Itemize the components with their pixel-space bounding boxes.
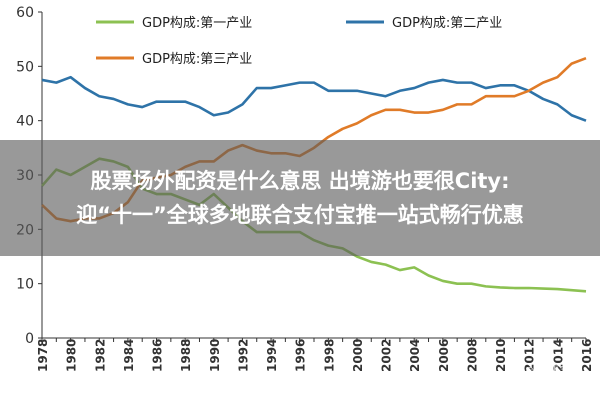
x-tick-label-2012: 2012: [523, 339, 537, 372]
watermark-text: ⊛ 邹平宏观: [525, 364, 582, 377]
x-tick-label-1988: 1988: [179, 339, 193, 372]
legend-label-3: GDP构成:第三产业: [142, 52, 252, 67]
y-tick-label-0: 0: [25, 331, 34, 347]
x-tick-label-2004: 2004: [408, 339, 422, 372]
x-tick-label-1998: 1998: [322, 339, 336, 372]
x-tick-label-2016: 2016: [580, 339, 594, 372]
headline-line-1: 股票场外配资是什么意思 出境游也要很City:: [90, 169, 510, 193]
x-tick-label-1978: 1978: [36, 339, 50, 372]
y-tick-label-60: 60: [16, 5, 34, 21]
x-tick-label-1982: 1982: [93, 339, 107, 372]
legend-label-2: GDP构成:第二产业: [392, 16, 502, 31]
legend-label-1: GDP构成:第一产业: [142, 16, 252, 31]
x-tick-label-2000: 2000: [351, 339, 365, 372]
x-tick-label-1996: 1996: [294, 339, 308, 372]
x-tick-label-1986: 1986: [151, 339, 165, 372]
y-tick-label-50: 50: [16, 59, 34, 75]
y-tick-label-10: 10: [16, 277, 34, 293]
headline-line-2: 迎“十一”全球多地联合支付宝推一站式畅行优惠: [76, 203, 524, 227]
x-tick-label-2014: 2014: [551, 339, 565, 372]
headline-overlay: 股票场外配资是什么意思 出境游也要很City: 迎“十一”全球多地联合支付宝推一…: [0, 140, 600, 256]
x-tick-label-2002: 2002: [380, 339, 394, 372]
x-tick-label-1980: 1980: [65, 339, 79, 372]
x-tick-label-1994: 1994: [265, 339, 279, 372]
x-tick-label-1990: 1990: [208, 339, 222, 372]
series-line-2: [41, 75, 587, 122]
x-tick-label-1992: 1992: [236, 339, 250, 372]
x-tick-label-2006: 2006: [437, 339, 451, 372]
x-tick-label-2010: 2010: [494, 339, 508, 372]
x-tick-label-2008: 2008: [465, 339, 479, 372]
y-tick-label-40: 40: [16, 114, 34, 130]
x-tick-label-1984: 1984: [122, 339, 136, 372]
